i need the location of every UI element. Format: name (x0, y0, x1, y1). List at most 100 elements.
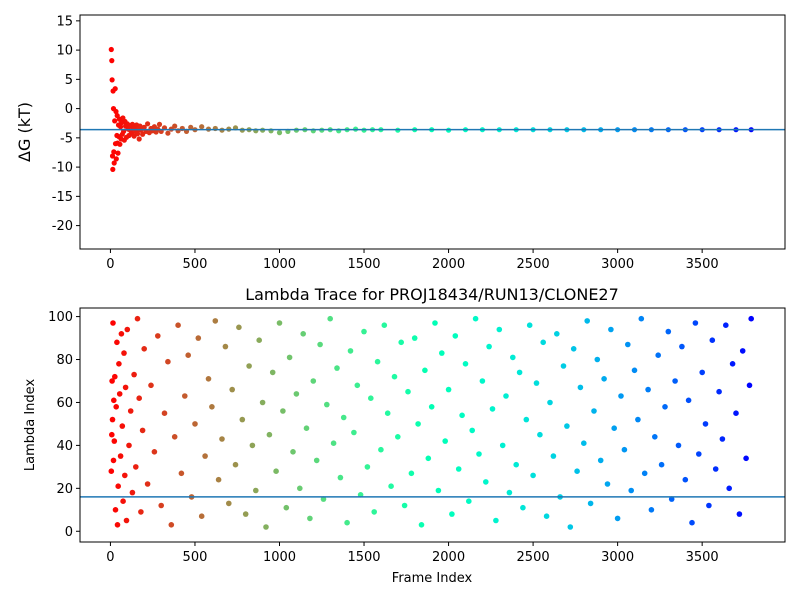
data-point (122, 472, 128, 479)
data-point (472, 315, 479, 322)
data-point (116, 361, 122, 367)
lambda-trace-y-axis-label: Lambda Index (23, 379, 38, 472)
data-point (543, 513, 550, 519)
data-point (259, 399, 266, 406)
x-tick-label: 3000 (601, 257, 634, 272)
data-point (126, 442, 132, 449)
data-point (411, 335, 418, 341)
y-tick-label: -20 (52, 219, 73, 234)
data-point (114, 132, 120, 139)
data-point (594, 356, 601, 363)
x-tick-label: 500 (183, 550, 208, 565)
data-point (110, 166, 116, 172)
y-tick-label: 0 (65, 525, 73, 540)
data-point (139, 427, 146, 434)
data-point (520, 504, 526, 511)
data-point (662, 404, 668, 410)
data-point (746, 382, 753, 389)
data-point (253, 487, 259, 494)
data-point (462, 361, 469, 367)
data-point (476, 451, 482, 457)
data-point (330, 440, 337, 447)
data-point (124, 326, 131, 333)
data-point (141, 346, 147, 352)
data-point (631, 367, 638, 374)
x-tick-label: 3000 (601, 550, 634, 565)
data-point (127, 408, 134, 414)
x-tick-label: 1000 (263, 257, 296, 272)
data-point (489, 406, 496, 412)
data-point (503, 393, 509, 399)
data-point (303, 425, 310, 432)
data-point (112, 141, 119, 147)
data-point (110, 320, 116, 326)
data-point (327, 315, 334, 322)
data-point (601, 376, 607, 382)
data-point (110, 457, 117, 464)
lambda-trace-y-ticks: 0 20 40 60 80 100 (48, 310, 80, 540)
y-tick-label: 5 (65, 73, 73, 88)
data-point (290, 449, 296, 455)
data-point (113, 156, 119, 162)
data-point (276, 320, 283, 326)
y-tick-label: 20 (56, 482, 73, 497)
data-point (109, 58, 115, 64)
data-point (320, 496, 327, 502)
data-point (119, 423, 126, 429)
data-point (178, 470, 185, 477)
data-point (652, 434, 658, 440)
data-point (736, 511, 743, 517)
data-point (591, 408, 597, 414)
data-point (395, 434, 401, 440)
data-point (116, 391, 123, 397)
data-point (114, 522, 121, 528)
data-point (641, 470, 648, 477)
data-point (537, 431, 543, 438)
data-point (175, 322, 181, 329)
data-point (198, 513, 205, 519)
data-point (108, 46, 114, 53)
data-point (192, 421, 198, 427)
data-point (564, 423, 570, 429)
data-point (232, 461, 239, 468)
data-point (696, 451, 702, 457)
data-point (449, 511, 455, 517)
data-point (702, 421, 709, 427)
data-point (523, 416, 530, 423)
data-point (486, 343, 492, 350)
delta-g-axes-frame (79, 14, 786, 250)
data-point (109, 77, 115, 83)
data-point (625, 341, 631, 348)
data-point (109, 153, 116, 159)
delta-g-points (108, 46, 754, 172)
data-point (188, 124, 194, 130)
data-point (415, 421, 421, 427)
data-point (269, 369, 276, 376)
data-point (239, 416, 246, 423)
data-point (364, 464, 371, 470)
lambda-trace-x-axis-label: Frame Index (392, 571, 473, 586)
data-point (118, 331, 125, 337)
data-point (115, 122, 122, 128)
lambda-trace-x-ticks: 0 500 1000 1500 2000 2500 3000 3500 (106, 542, 719, 565)
data-point (171, 434, 178, 440)
data-point (246, 363, 252, 369)
data-point (111, 160, 117, 166)
data-point (129, 489, 136, 496)
data-point (112, 118, 118, 124)
data-point (334, 365, 340, 371)
data-point (236, 324, 242, 331)
data-point (112, 507, 119, 513)
data-point (199, 124, 205, 130)
x-tick-label: 3500 (686, 550, 719, 565)
y-tick-label: -5 (60, 131, 73, 146)
data-point (109, 416, 116, 423)
data-point (138, 509, 144, 515)
data-point (242, 511, 249, 517)
lambda-trace-points (108, 315, 754, 530)
x-tick-label: 1500 (347, 550, 380, 565)
data-point (658, 461, 665, 468)
data-point (645, 386, 651, 393)
data-point (723, 322, 729, 329)
